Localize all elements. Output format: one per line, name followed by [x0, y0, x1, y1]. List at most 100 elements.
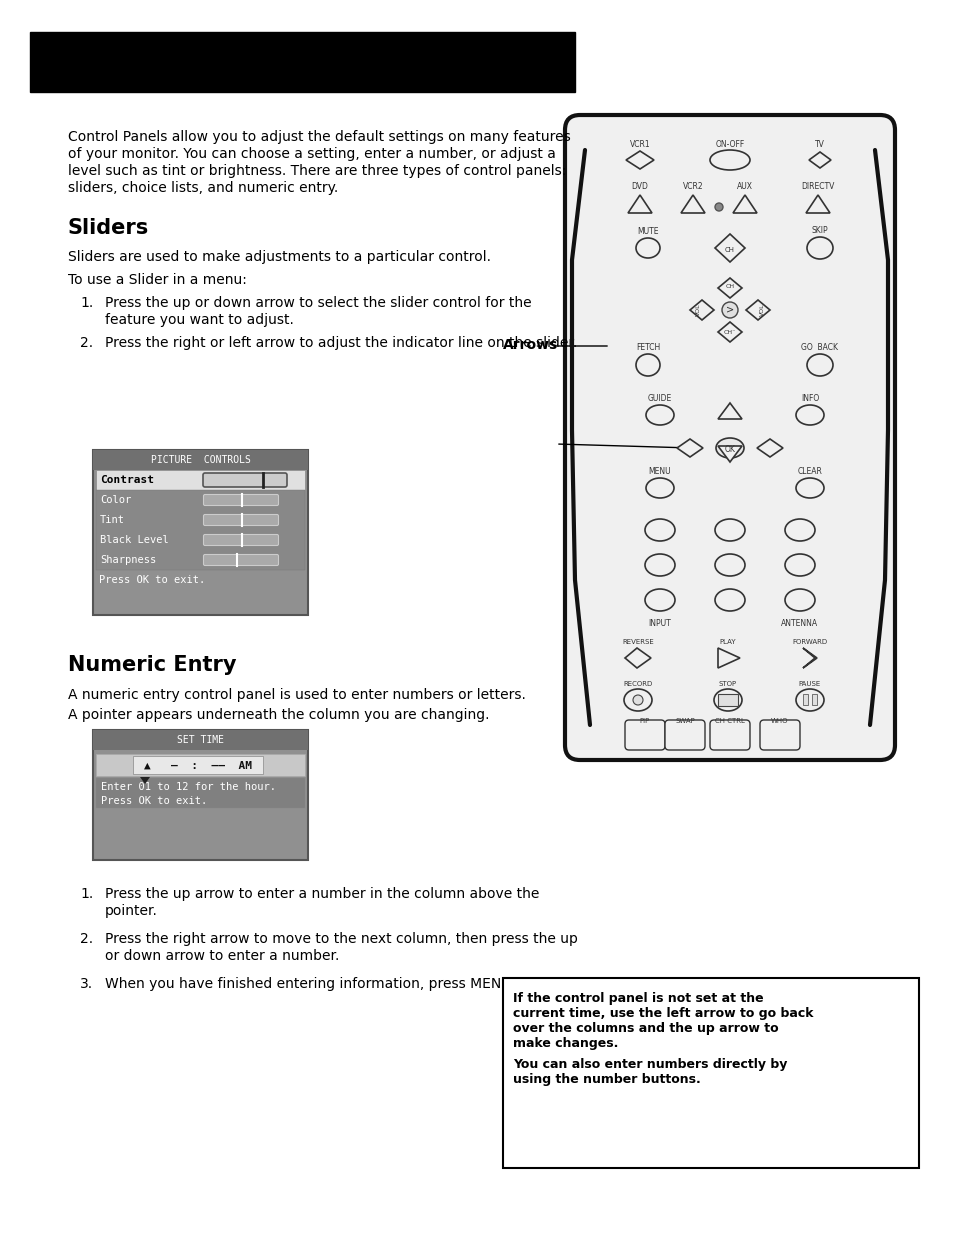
Text: CH CTRL: CH CTRL [715, 718, 744, 724]
Ellipse shape [636, 238, 659, 258]
Polygon shape [714, 233, 744, 262]
Text: of your monitor. You can choose a setting, enter a number, or adjust a: of your monitor. You can choose a settin… [68, 147, 556, 161]
Text: WHO: WHO [770, 718, 788, 724]
Bar [96, 778, 305, 808]
Circle shape [721, 303, 738, 317]
Text: Contrast: Contrast [100, 475, 153, 485]
Bar [811, 694, 816, 705]
Text: 3.: 3. [80, 977, 93, 990]
Text: GUIDE: GUIDE [647, 394, 672, 403]
Bar [802, 694, 807, 705]
FancyBboxPatch shape [664, 720, 704, 750]
Text: When you have finished entering information, press MENU or OK.: When you have finished entering informat… [105, 977, 558, 990]
Text: FORWARD: FORWARD [792, 638, 826, 645]
Text: OK: OK [723, 445, 735, 453]
Polygon shape [718, 446, 741, 462]
Text: MUTE: MUTE [637, 227, 659, 236]
Ellipse shape [636, 354, 659, 375]
Ellipse shape [644, 519, 675, 541]
Text: >: > [725, 305, 733, 315]
Text: RECORD: RECORD [622, 680, 652, 687]
Bar [502, 978, 918, 1168]
Text: A pointer appears underneath the column you are changing.: A pointer appears underneath the column … [68, 708, 489, 722]
Bar [132, 756, 263, 774]
Text: INFO: INFO [800, 394, 819, 403]
Ellipse shape [795, 689, 823, 711]
Text: SWAP: SWAP [675, 718, 694, 724]
Text: Color: Color [100, 495, 132, 505]
Polygon shape [689, 300, 713, 320]
Polygon shape [140, 777, 150, 784]
Text: CLEAR: CLEAR [797, 467, 821, 475]
Text: current time, use the left arrow to go back: current time, use the left arrow to go b… [513, 1007, 813, 1020]
Bar [96, 471, 305, 490]
Ellipse shape [806, 354, 832, 375]
Polygon shape [745, 300, 769, 320]
Text: Tint: Tint [100, 515, 125, 525]
Text: VOL: VOL [759, 304, 763, 316]
Text: level such as tint or brightness. There are three types of control panels:: level such as tint or brightness. There … [68, 164, 566, 178]
Text: STOP: STOP [719, 680, 737, 687]
Text: Sliders: Sliders [68, 219, 149, 238]
Text: INPUT: INPUT [648, 619, 671, 629]
Text: VCR2: VCR2 [682, 182, 702, 191]
FancyBboxPatch shape [203, 555, 278, 566]
Text: Enter 01 to 12 for the hour.: Enter 01 to 12 for the hour. [101, 782, 275, 792]
FancyBboxPatch shape [203, 473, 287, 487]
Ellipse shape [714, 555, 744, 576]
Text: ON-OFF: ON-OFF [715, 140, 744, 149]
Ellipse shape [709, 149, 749, 170]
Text: PICTURE  CONTROLS: PICTURE CONTROLS [151, 454, 251, 466]
Ellipse shape [713, 689, 741, 711]
Text: Press the right arrow to move to the next column, then press the up: Press the right arrow to move to the nex… [105, 932, 578, 946]
FancyBboxPatch shape [624, 720, 664, 750]
Text: AUX: AUX [737, 182, 752, 191]
Circle shape [714, 203, 722, 211]
FancyBboxPatch shape [203, 494, 278, 505]
Circle shape [633, 695, 642, 705]
Bar [92, 450, 308, 615]
Text: TV: TV [814, 140, 824, 149]
Text: Press OK to exit.: Press OK to exit. [99, 576, 205, 585]
Text: ▲   —  :  ——  AM: ▲ — : —— AM [144, 761, 252, 771]
Text: PAUSE: PAUSE [798, 680, 821, 687]
Text: To use a Slider in a menu:: To use a Slider in a menu: [68, 273, 247, 287]
Text: If the control panel is not set at the: If the control panel is not set at the [513, 992, 762, 1005]
Ellipse shape [714, 589, 744, 611]
Text: SKIP: SKIP [811, 226, 827, 235]
Bar [92, 450, 308, 471]
Text: PIP: PIP [639, 718, 649, 724]
Text: DVD: DVD [631, 182, 648, 191]
Polygon shape [624, 648, 650, 668]
Polygon shape [802, 648, 816, 668]
Bar [718, 694, 738, 706]
Ellipse shape [714, 519, 744, 541]
Bar [96, 755, 305, 776]
Text: Control Panels allow you to adjust the default settings on many features: Control Panels allow you to adjust the d… [68, 130, 570, 144]
Ellipse shape [645, 405, 673, 425]
Text: PLAY: PLAY [719, 638, 736, 645]
Bar [92, 730, 308, 750]
Bar [92, 730, 308, 860]
Text: GO  BACK: GO BACK [801, 343, 838, 352]
Polygon shape [718, 322, 741, 342]
Polygon shape [805, 195, 829, 212]
Text: CH: CH [724, 284, 734, 289]
Text: make changes.: make changes. [513, 1037, 618, 1050]
Text: SET TIME: SET TIME [177, 735, 224, 745]
Ellipse shape [795, 478, 823, 498]
Polygon shape [680, 195, 704, 212]
FancyBboxPatch shape [709, 720, 749, 750]
Text: 2.: 2. [80, 932, 93, 946]
Text: or down arrow to enter a number.: or down arrow to enter a number. [105, 948, 339, 963]
Text: Press the up arrow to enter a number in the column above the: Press the up arrow to enter a number in … [105, 887, 538, 902]
Text: CH: CH [724, 247, 734, 253]
FancyBboxPatch shape [760, 720, 800, 750]
Polygon shape [757, 438, 782, 457]
Text: Arrows: Arrows [502, 338, 558, 352]
Text: 2.: 2. [80, 336, 93, 350]
Bar [96, 490, 305, 571]
FancyBboxPatch shape [564, 115, 894, 760]
Text: pointer.: pointer. [105, 904, 157, 918]
Text: sliders, choice lists, and numeric entry.: sliders, choice lists, and numeric entry… [68, 182, 338, 195]
